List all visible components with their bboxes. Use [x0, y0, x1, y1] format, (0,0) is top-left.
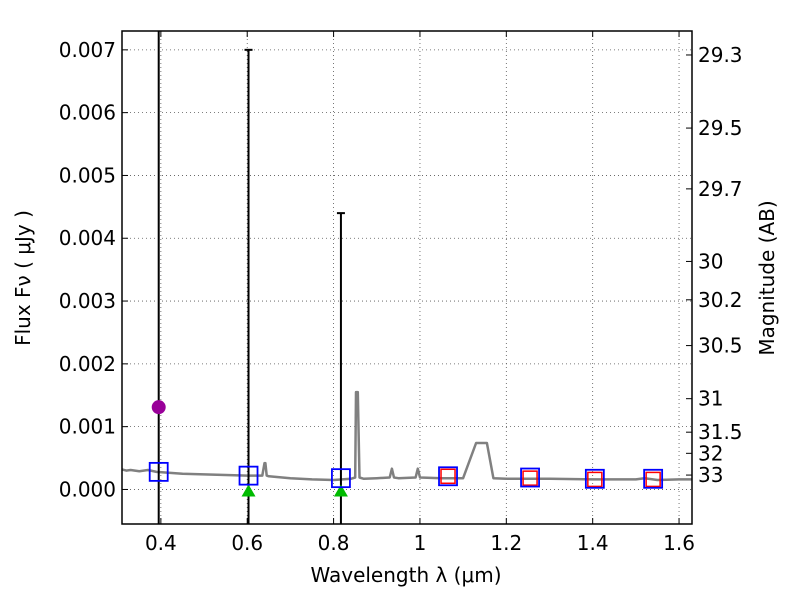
observed-photometry-marker — [440, 468, 456, 485]
x-tick-label: 0.8 — [318, 531, 350, 555]
model-photometry-marker — [643, 468, 664, 489]
model-photometry-marker — [584, 468, 605, 489]
mag-tick-label: 29.5 — [698, 116, 743, 140]
observed-photometry-marker — [522, 470, 538, 486]
tick-layer: 0.4 0.6 0.8 1 1.2 1.4 1.6 0.000 0.001 0.002 0.003 0… — [59, 31, 743, 555]
mag-tick-label: 29.7 — [698, 177, 743, 201]
y-tick-label: 0.003 — [59, 289, 116, 313]
mag-tick-label: 30.5 — [698, 334, 743, 358]
model-photometry-marker — [148, 461, 169, 482]
upper-limit-marker — [333, 484, 348, 497]
x-tick-label: 1.6 — [663, 531, 695, 555]
y-axis-title: Flux Fν ( μJy ) — [11, 210, 35, 346]
mag-tick-label: 31.5 — [698, 420, 743, 444]
mag-tick-label: 30 — [698, 249, 723, 273]
y-tick-label: 0.000 — [59, 477, 116, 501]
mag-tick-label: 29.3 — [698, 43, 743, 67]
x-axis-title: Wavelength λ (μm) — [310, 563, 501, 587]
model-photometry-marker — [331, 468, 351, 489]
observed-photometry-marker — [645, 471, 661, 488]
mag-tick-label: 30.2 — [698, 288, 743, 312]
model-photometry-marker — [438, 466, 458, 487]
errorbar-layer — [157, 31, 345, 524]
x-tick-label: 0.4 — [145, 531, 177, 555]
model-spectrum-line — [121, 390, 692, 482]
observed-photometry-marker — [587, 471, 603, 488]
mag-tick-label: 32 — [698, 441, 723, 465]
mag-tick-label: 33 — [698, 463, 723, 487]
upper-limit-marker — [241, 484, 256, 497]
x-tick-label: 0.6 — [231, 531, 263, 555]
y-tick-label: 0.006 — [59, 101, 116, 125]
y-tick-label: 0.007 — [59, 38, 116, 62]
y-tick-label: 0.004 — [59, 226, 116, 250]
x-tick-label: 1.4 — [577, 531, 609, 555]
detection-marker — [151, 400, 166, 415]
y-tick-label: 0.005 — [59, 163, 116, 187]
model-photometry-marker — [520, 467, 540, 488]
plot-frame — [121, 30, 693, 525]
mag-tick-label: 31 — [698, 387, 723, 411]
x-tick-label: 1.2 — [490, 531, 522, 555]
y-axis-right-title: Magnitude (AB) — [755, 200, 779, 355]
y-tick-label: 0.002 — [59, 352, 116, 376]
marker-layer — [148, 400, 664, 497]
model-photometry-marker — [238, 465, 259, 486]
grid — [122, 31, 692, 524]
x-tick-label: 1 — [414, 531, 427, 555]
model-spectrum-layer — [121, 390, 692, 482]
y-tick-label: 0.001 — [59, 415, 116, 439]
